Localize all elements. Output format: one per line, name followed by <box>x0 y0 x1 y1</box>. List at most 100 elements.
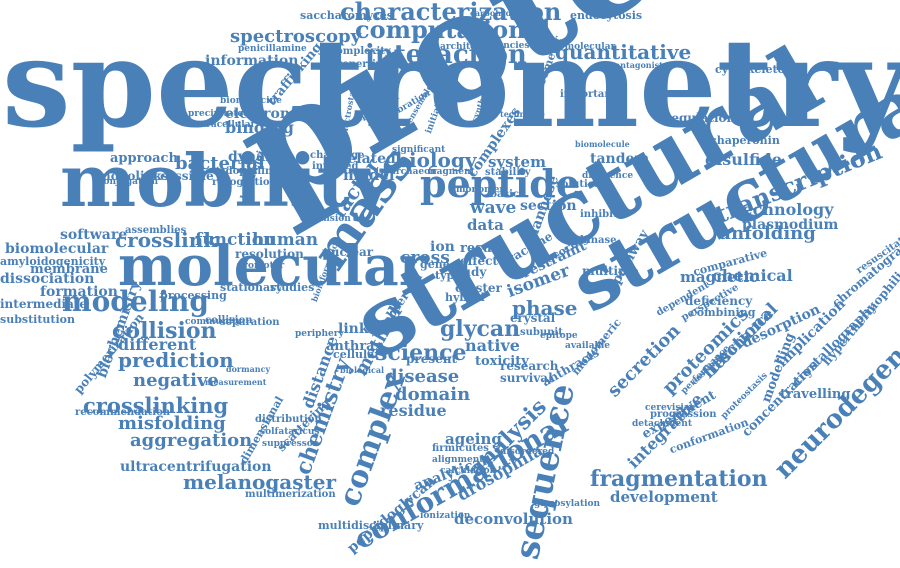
word-tech: technology <box>735 200 834 219</box>
word-comb: combining <box>690 306 756 319</box>
word-gene: gene <box>420 258 450 271</box>
word-commu: community <box>185 317 242 327</box>
word-chap: chaperonin <box>710 134 780 147</box>
word-pha: phase <box>512 296 578 320</box>
word-dyn: dynamic <box>228 149 294 165</box>
word-techn: technique <box>500 109 545 119</box>
word-macro: macromolecular <box>533 42 616 52</box>
word-info: information <box>205 53 299 69</box>
word-pep: peptide <box>420 161 581 206</box>
word-promo: promoter <box>237 261 285 271</box>
word-gly: glycan <box>440 316 521 342</box>
word-resu: result <box>460 241 503 256</box>
word-firm: firmicutes <box>432 443 489 454</box>
word-antag: antagonist <box>615 60 663 70</box>
word-spec: spectroscopy <box>230 26 362 47</box>
word-subu: subunit <box>520 327 563 338</box>
word-solf: solfataricus <box>260 427 320 437</box>
word-deta: detachment <box>632 419 692 429</box>
word-impo: important <box>560 89 617 100</box>
word-trav: travelling <box>780 387 851 402</box>
word-peri: periphery <box>295 329 344 339</box>
word-calc: calculation <box>440 466 497 476</box>
word-sect: section <box>520 198 577 214</box>
word-defi: deficiencies <box>470 41 530 51</box>
word-rese: research <box>500 359 559 373</box>
word-distr: distribution <box>255 414 322 425</box>
word-anth: anthrax <box>326 339 383 354</box>
word-arch: architecture <box>440 42 503 52</box>
word-intra: intracellular <box>192 120 256 130</box>
word-subs: substitution <box>0 313 76 326</box>
word-dom: domain <box>395 384 471 405</box>
word-coll2: collision <box>205 315 253 326</box>
word-tox: toxicity <box>475 354 529 369</box>
word-cryst: crystal <box>510 311 556 325</box>
word-age: ageing <box>445 430 502 448</box>
word-invo: involved <box>312 161 359 172</box>
word-progr: progression <box>650 409 717 420</box>
word-arch2: archaeon <box>390 167 437 177</box>
word-study: study <box>450 265 487 279</box>
word-tand: tandem <box>590 151 650 167</box>
word-disu: disulfide <box>705 150 782 169</box>
word-dorm: dormancy <box>226 364 271 374</box>
word-dev: development <box>610 488 718 506</box>
word-type: type <box>435 269 462 282</box>
word-diso: disordered <box>500 447 555 457</box>
word-monom: monomer <box>456 185 505 195</box>
word-plas: plasmodium <box>742 217 839 233</box>
word-form: formation <box>40 284 118 300</box>
word-s: spectrometry <box>2 11 900 155</box>
word-chal: challenge <box>310 150 365 161</box>
word-nucl: nuclear <box>322 245 374 259</box>
word-eff: effect <box>460 254 498 268</box>
word-pred: prediction <box>118 348 234 372</box>
word-kin: kinase <box>580 235 617 246</box>
word-cyto: cytoskeleton <box>715 63 793 76</box>
word-stat: stationary <box>220 281 283 294</box>
word-ioni: ionization <box>420 511 471 521</box>
word-neg: negative <box>133 370 219 391</box>
word-prec: precipitated <box>188 109 250 119</box>
word-expa: expansion <box>300 214 351 224</box>
word-wave: wave <box>470 198 517 218</box>
word-modl: modeling <box>62 285 209 318</box>
word-biomed: biomedicine <box>220 96 282 106</box>
word-elec: electron <box>225 106 291 122</box>
word-bmol: biomolecule <box>575 139 630 149</box>
word-glyco: glycosylation <box>534 499 601 509</box>
word-bio: biology <box>395 148 477 172</box>
word-model: model <box>343 166 395 184</box>
word-biol: biological <box>340 365 385 375</box>
word-alig: alignment <box>432 455 484 465</box>
word-frag2: fragment <box>428 167 475 177</box>
word-carb: carbohydrate <box>470 8 530 18</box>
word-basic: basic <box>490 189 519 200</box>
word-mob: mobility <box>60 138 392 223</box>
word-mult: multiple <box>582 264 639 278</box>
word-endo: endocytosis <box>570 9 643 22</box>
word-deco: deconvolution <box>454 510 573 528</box>
word-mono: monolinks <box>98 169 169 183</box>
word-aggr: aggregation <box>130 430 253 451</box>
word-propr: properties <box>330 59 388 70</box>
word-solu: solution <box>556 179 602 190</box>
word-amy: amyloidogenicity <box>0 255 106 268</box>
word-mol: molecular <box>118 233 428 298</box>
word-intm: intermediate <box>0 297 88 311</box>
word-recog: recognition <box>212 177 277 188</box>
word-chem: chemical <box>712 266 793 285</box>
word-ion: ion <box>430 239 455 255</box>
word-func: function <box>195 230 276 250</box>
word-unf: unfolding <box>718 223 816 244</box>
word-supp: suppressor <box>262 439 318 449</box>
word-meas: measurement <box>205 377 267 387</box>
word-conj: conjugation <box>98 177 159 187</box>
word-rel: related <box>340 151 396 167</box>
word-pen: penicillamine <box>238 44 307 54</box>
word-diss: dissociation <box>0 271 95 287</box>
word-sys: system <box>488 153 546 171</box>
word-stud: studies <box>270 281 315 294</box>
word-hum: human <box>252 230 319 250</box>
